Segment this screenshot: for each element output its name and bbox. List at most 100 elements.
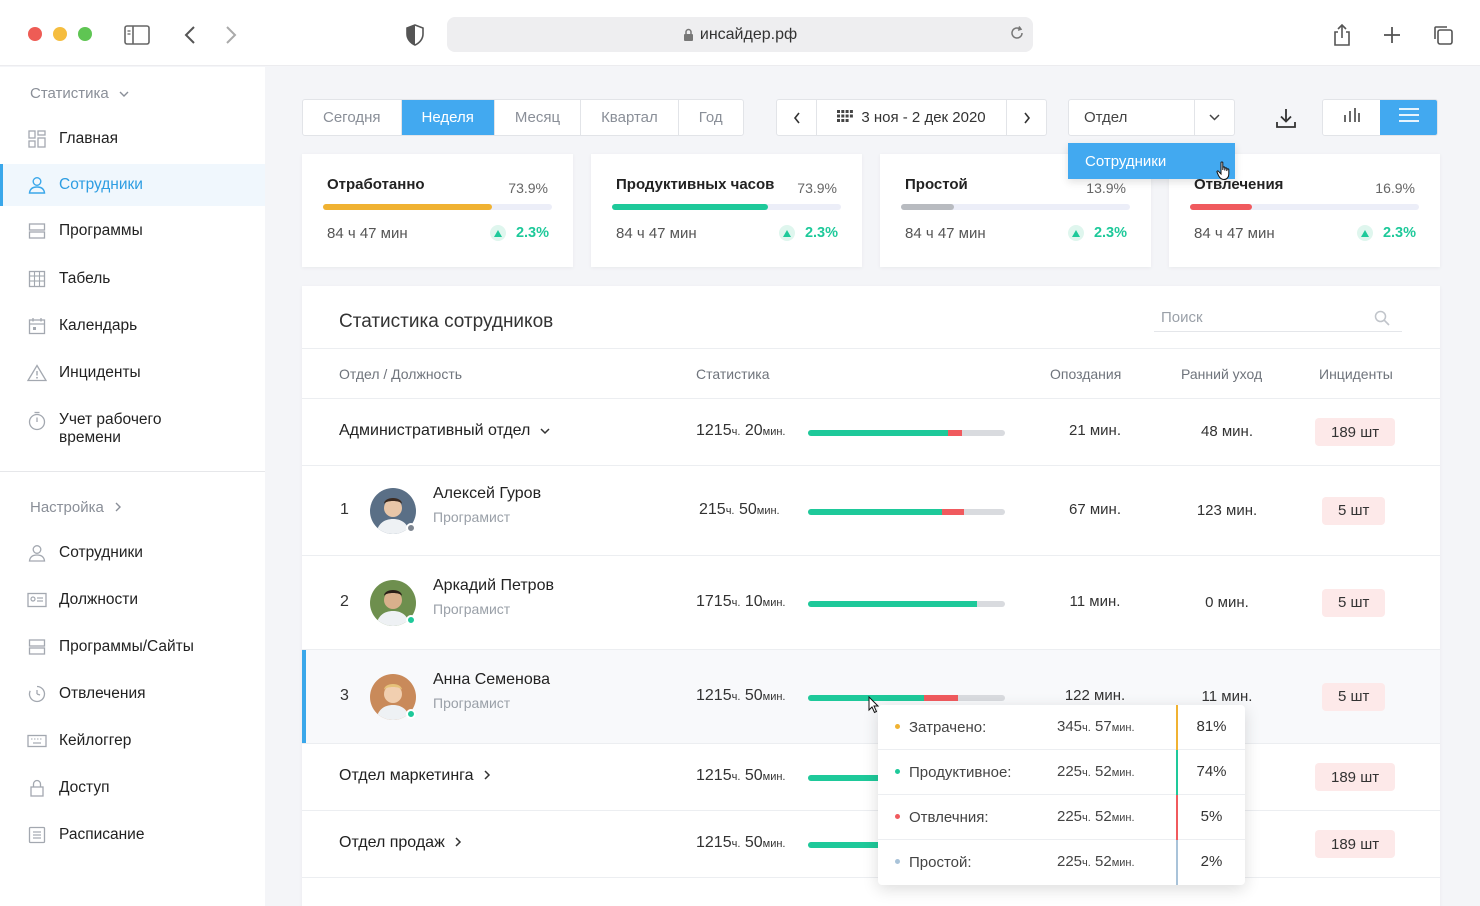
stats-bar[interactable] [808,508,1005,515]
stats-bar[interactable] [808,430,1005,436]
previous-range-button[interactable] [777,100,817,135]
hours-unit: ч. [731,771,741,783]
new-tab-icon[interactable] [1377,20,1407,50]
chevron-right-icon[interactable] [455,834,462,852]
sidebar-item-access[interactable]: Доступ [0,767,265,809]
chevron-down-icon[interactable] [540,422,550,440]
color-separator [1176,795,1178,840]
sidebar-item-employees[interactable]: Сотрудники [0,164,265,206]
employee-name[interactable]: Алексей Гуров [433,484,542,502]
delta-value: 2.3% [1382,225,1416,241]
department-row[interactable]: Административный отдел 1215ч. 20мин. 21 ми… [302,399,1440,465]
column-header-early-leave[interactable]: Ранний уход [1181,366,1263,382]
list-view-button[interactable] [1380,100,1437,135]
incidents-badge[interactable]: 5 шт [1322,682,1386,711]
group-by-select[interactable]: Отдел [1068,99,1235,136]
share-icon[interactable] [1327,20,1357,50]
table-row[interactable]: 2 Аркадий Петров Прогрaмист 1715ч. 10мин. 11… [302,556,1440,649]
department-name[interactable]: Отдел продаж [339,834,462,852]
hand-cursor-icon [1216,161,1232,186]
avatar[interactable] [370,487,416,534]
dropdown-option-employees[interactable]: Сотрудники [1068,143,1235,179]
sidebar-item-label: Сотрудники [59,544,143,561]
column-header-dept[interactable]: Отдел / Должность [339,366,463,382]
forward-icon[interactable] [216,20,246,50]
hours-value: 1215ч. 50мин. [696,834,785,852]
close-window-button[interactable] [28,27,42,41]
card-time: 84 ч 47 мин [1194,225,1275,242]
sidebar-item-programs-sites[interactable]: Программы/Сайты [0,626,265,668]
reload-icon[interactable] [1009,25,1025,46]
sidebar-item-calendar[interactable]: Календарь [0,305,265,347]
minutes-unit: мин. [1111,812,1135,824]
lock-icon [27,778,47,798]
column-header-late[interactable]: Опоздания [1050,366,1122,382]
period-today-button[interactable]: Сегодня [303,100,402,135]
next-range-button[interactable] [1006,100,1046,135]
sidebar-item-settings-employees[interactable]: Сотрудники [0,532,265,574]
employee-name[interactable]: Аркадий Петров [433,576,554,594]
avatar[interactable] [370,579,416,626]
search-input[interactable] [1154,309,1374,326]
legend-dot [895,814,900,819]
sidebar-item-time-tracking[interactable]: Учет рабочего времени [0,405,265,457]
productive-segment [808,508,942,515]
stats-section-toggle[interactable]: Статистика [30,85,129,102]
chevron-right-icon[interactable] [484,767,491,785]
stats-bar[interactable] [808,694,1005,701]
table-row[interactable]: 1 Алексей Гуров Прогрaмист 215ч. 50мин. 67 м… [302,466,1440,555]
shield-icon[interactable] [400,20,430,50]
column-header-stats[interactable]: Статистика [696,366,770,382]
zoom-window-button[interactable] [78,27,92,41]
incidents-badge[interactable]: 189 шт [1315,830,1396,858]
card-time: 84 ч 47 мин [327,225,408,242]
stats-bar[interactable] [808,600,1005,607]
sidebar-item-keylogger[interactable]: Кейлоггер [0,720,265,762]
date-range-field[interactable]: 3 ноя - 2 дек 2020 [817,109,1006,126]
sidebar-item-main[interactable]: Главная [0,118,265,160]
department-name[interactable]: Административный отдел [339,422,550,440]
department-name[interactable]: Отдел маркетинга [339,767,491,785]
chevron-down-icon [119,85,129,102]
period-quarter-button[interactable]: Квартал [581,100,679,135]
sidebar-item-incidents[interactable]: Инциденты [0,352,265,394]
stopwatch-icon [27,411,47,431]
employee-role: Прогрaмист [433,600,511,617]
tabs-overview-icon[interactable] [1428,20,1458,50]
incidents-badge[interactable]: 189 шт [1315,763,1396,791]
incidents-badge[interactable]: 5 шт [1322,588,1386,617]
period-week-button[interactable]: Неделя [401,100,495,135]
tooltip-label: Отвлечния: [909,809,989,826]
sidebar-item-positions[interactable]: Должности [0,579,265,621]
department-row[interactable]: Отдел продаж 1215ч. 50мин. 189 шт [302,811,1440,877]
period-year-button[interactable]: Год [698,109,723,126]
layers-icon [27,221,47,241]
minutes: 52 [1095,853,1112,870]
table-row[interactable]: 3 Анна Семенова Прогрaмист 1215ч. 50мин. 122… [302,650,1440,743]
sidebar-item-schedule[interactable]: Расписание [0,814,265,856]
period-month-button[interactable]: Месяц [495,100,582,135]
early-leave-value: 0 мин. [1205,593,1249,611]
sidebar-item-programs[interactable]: Программы [0,210,265,252]
employee-name[interactable]: Анна Семенова [433,670,550,688]
department-row[interactable]: Отдел маркетинга 1215ч. 50мин. 189 шт [302,744,1440,810]
settings-section-toggle[interactable]: Настройка [30,499,122,516]
chevron-down-icon[interactable] [1194,100,1234,135]
hours-value: 1215ч. 50мин. [696,767,785,785]
sidebar-item-distractions[interactable]: Отвлечения [0,673,265,715]
incidents-badge[interactable]: 189 шт [1315,418,1396,446]
incidents-badge[interactable]: 5 шт [1322,496,1386,525]
avatar[interactable] [370,673,416,720]
sidebar-toggle-icon[interactable] [122,20,152,50]
search-icon[interactable] [1374,310,1390,326]
divider [302,743,1440,744]
hours: 225 [1057,763,1083,780]
download-icon[interactable] [1268,99,1304,136]
card-delta: 2.3% [489,225,549,241]
back-icon[interactable] [175,20,205,50]
column-header-incidents[interactable]: Инциденты [1319,366,1393,382]
sidebar-item-timesheet[interactable]: Табель [0,258,265,300]
minimize-window-button[interactable] [53,27,67,41]
chart-view-button[interactable] [1323,100,1380,135]
address-bar[interactable]: инсайдер.рф [447,17,1033,52]
